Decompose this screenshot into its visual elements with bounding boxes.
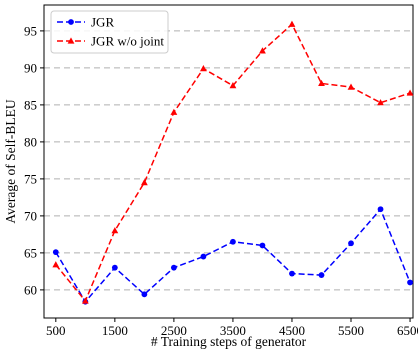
- data-point: [259, 242, 266, 249]
- data-point: [289, 270, 295, 277]
- series-line: [55, 23, 411, 303]
- legend-marker: [67, 37, 75, 44]
- series-group: [52, 20, 414, 305]
- axis-ticks: 60 65 70 75 80 85 90 95 500 1500 2500 3500 4500 5500 6…: [24, 23, 418, 338]
- data-point: [259, 47, 266, 54]
- data-point: [377, 99, 384, 106]
- data-point: [111, 264, 118, 271]
- x-tick-label: 4500: [279, 323, 305, 338]
- data-point: [377, 206, 384, 213]
- data-point: [318, 272, 325, 278]
- y-tick-label: 90: [24, 60, 37, 75]
- data-point: [347, 83, 355, 90]
- data-point: [170, 108, 178, 115]
- y-axis-title: Average of Self-BLEU: [3, 99, 18, 223]
- legend-label: JGR w/o joint: [91, 34, 164, 49]
- series-2: [52, 20, 414, 304]
- data-point: [200, 65, 207, 72]
- y-tick-label: 65: [24, 245, 37, 260]
- x-tick-label: 5500: [338, 323, 364, 338]
- data-point: [407, 279, 413, 286]
- series-line: [55, 207, 411, 303]
- y-tick-label: 85: [24, 97, 37, 112]
- data-point: [81, 297, 89, 304]
- data-point: [230, 238, 236, 245]
- y-tick-label: 75: [24, 171, 37, 186]
- y-tick-label: 80: [24, 134, 37, 149]
- data-point: [200, 253, 207, 260]
- data-point: [318, 79, 325, 87]
- plot-area-frame: [43, 4, 414, 319]
- legend: JGR JGR w/o joint: [50, 10, 169, 54]
- legend-label: JGR: [91, 15, 114, 30]
- y-tick-label: 70: [24, 208, 37, 223]
- x-tick-label: 3500: [220, 323, 246, 338]
- data-point: [140, 178, 148, 186]
- y-tick-label: 95: [24, 23, 37, 38]
- legend-entry: JGR: [57, 15, 114, 30]
- legend-marker: [68, 19, 74, 25]
- y-tick-label: 60: [24, 282, 37, 297]
- x-tick-label: 1500: [102, 323, 128, 338]
- data-point: [52, 261, 60, 268]
- data-point: [406, 89, 414, 96]
- data-point: [170, 264, 177, 271]
- x-tick-label: 500: [46, 323, 66, 338]
- data-point: [52, 249, 59, 256]
- legend-entry: JGR w/o joint: [57, 34, 164, 49]
- data-point: [229, 82, 237, 89]
- data-point: [111, 227, 119, 234]
- x-axis-title: # Training steps of generator: [151, 334, 307, 349]
- x-tick-label: 2500: [161, 323, 187, 338]
- data-point: [348, 240, 354, 247]
- gridlines: [44, 30, 413, 291]
- data-point: [141, 291, 148, 298]
- data-point: [288, 20, 296, 27]
- x-tick-label: 6500: [397, 323, 418, 338]
